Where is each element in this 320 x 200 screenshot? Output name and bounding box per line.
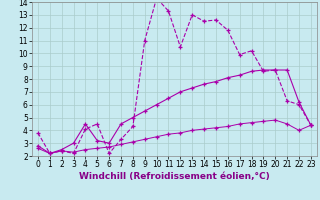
X-axis label: Windchill (Refroidissement éolien,°C): Windchill (Refroidissement éolien,°C) [79,172,270,181]
